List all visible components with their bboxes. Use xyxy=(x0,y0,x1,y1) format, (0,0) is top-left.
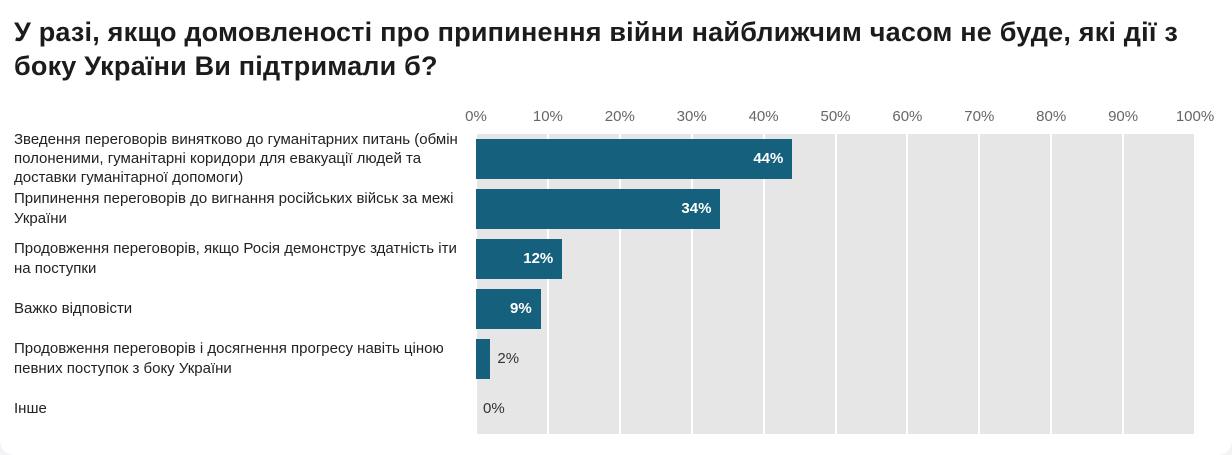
bar xyxy=(476,338,491,379)
gridline xyxy=(834,133,837,434)
gridline xyxy=(1050,133,1053,434)
x-axis-tick: 70% xyxy=(964,107,995,125)
x-axis: 0% 10% 20% 30% 40% 50% 60% 70% 80% 90% 100% xyxy=(465,107,1214,130)
chart-title: У разі, якщо домовленості про припинення… xyxy=(14,17,1178,81)
x-axis-tick: 50% xyxy=(820,107,851,125)
x-axis-tick: 10% xyxy=(532,107,563,125)
x-axis-tick: 90% xyxy=(1108,107,1139,125)
x-axis-tick: 60% xyxy=(892,107,923,125)
x-axis-tick: 20% xyxy=(604,107,635,125)
plot-area: 44% 34% 12% 9% 2% 0% xyxy=(475,133,1196,434)
x-axis-tick: 80% xyxy=(1036,107,1067,125)
category-label: Зведення переговорів винятково до гумані… xyxy=(14,130,458,187)
bar-row: 9% xyxy=(476,284,1195,334)
x-axis-tick: 100% xyxy=(1175,107,1215,125)
category-label: Продовження переговорів і досягнення про… xyxy=(14,340,444,377)
gridline xyxy=(1194,133,1196,434)
category-label: Припинення переговорів до вигнання росій… xyxy=(14,190,454,227)
gridline xyxy=(546,133,549,434)
bar: 12% xyxy=(476,238,563,279)
bar-chart: Зведення переговорів винятково до гумані… xyxy=(14,130,1196,434)
bar-row: 0% xyxy=(476,384,1195,434)
category-label: Важко відповісти xyxy=(14,299,133,317)
gridline xyxy=(475,133,477,434)
gridline xyxy=(978,133,981,434)
category-labels-column: Зведення переговорів винятково до гумані… xyxy=(14,130,476,434)
gridline xyxy=(906,133,909,434)
x-axis-tick: 0% xyxy=(465,107,487,125)
axis-spacer xyxy=(14,108,476,130)
value-label: 44% xyxy=(753,150,784,167)
category-label: Продовження переговорів, якщо Росія демо… xyxy=(14,240,457,277)
value-label: 34% xyxy=(681,200,712,217)
gridline xyxy=(618,133,621,434)
value-label: 9% xyxy=(510,300,532,317)
bar-row: 12% xyxy=(476,234,1195,284)
bar: 44% xyxy=(476,138,793,179)
bar-row: 34% xyxy=(476,184,1195,234)
bar-row: 2% xyxy=(476,334,1195,384)
bar-row: 44% xyxy=(476,134,1195,184)
gridline xyxy=(690,133,693,434)
value-label: 2% xyxy=(497,350,520,367)
gridline xyxy=(762,133,765,434)
x-axis-tick: 30% xyxy=(676,107,707,125)
value-label: 12% xyxy=(523,250,554,267)
x-axis-tick: 40% xyxy=(748,107,779,125)
x-axis-row: 0% 10% 20% 30% 40% 50% 60% 70% 80% 90% 100% xyxy=(14,107,1214,130)
gridline xyxy=(1122,133,1125,434)
bar: 34% xyxy=(476,188,721,229)
value-label: 0% xyxy=(483,400,505,417)
bar: 9% xyxy=(476,288,541,329)
category-label: Інше xyxy=(14,399,47,417)
